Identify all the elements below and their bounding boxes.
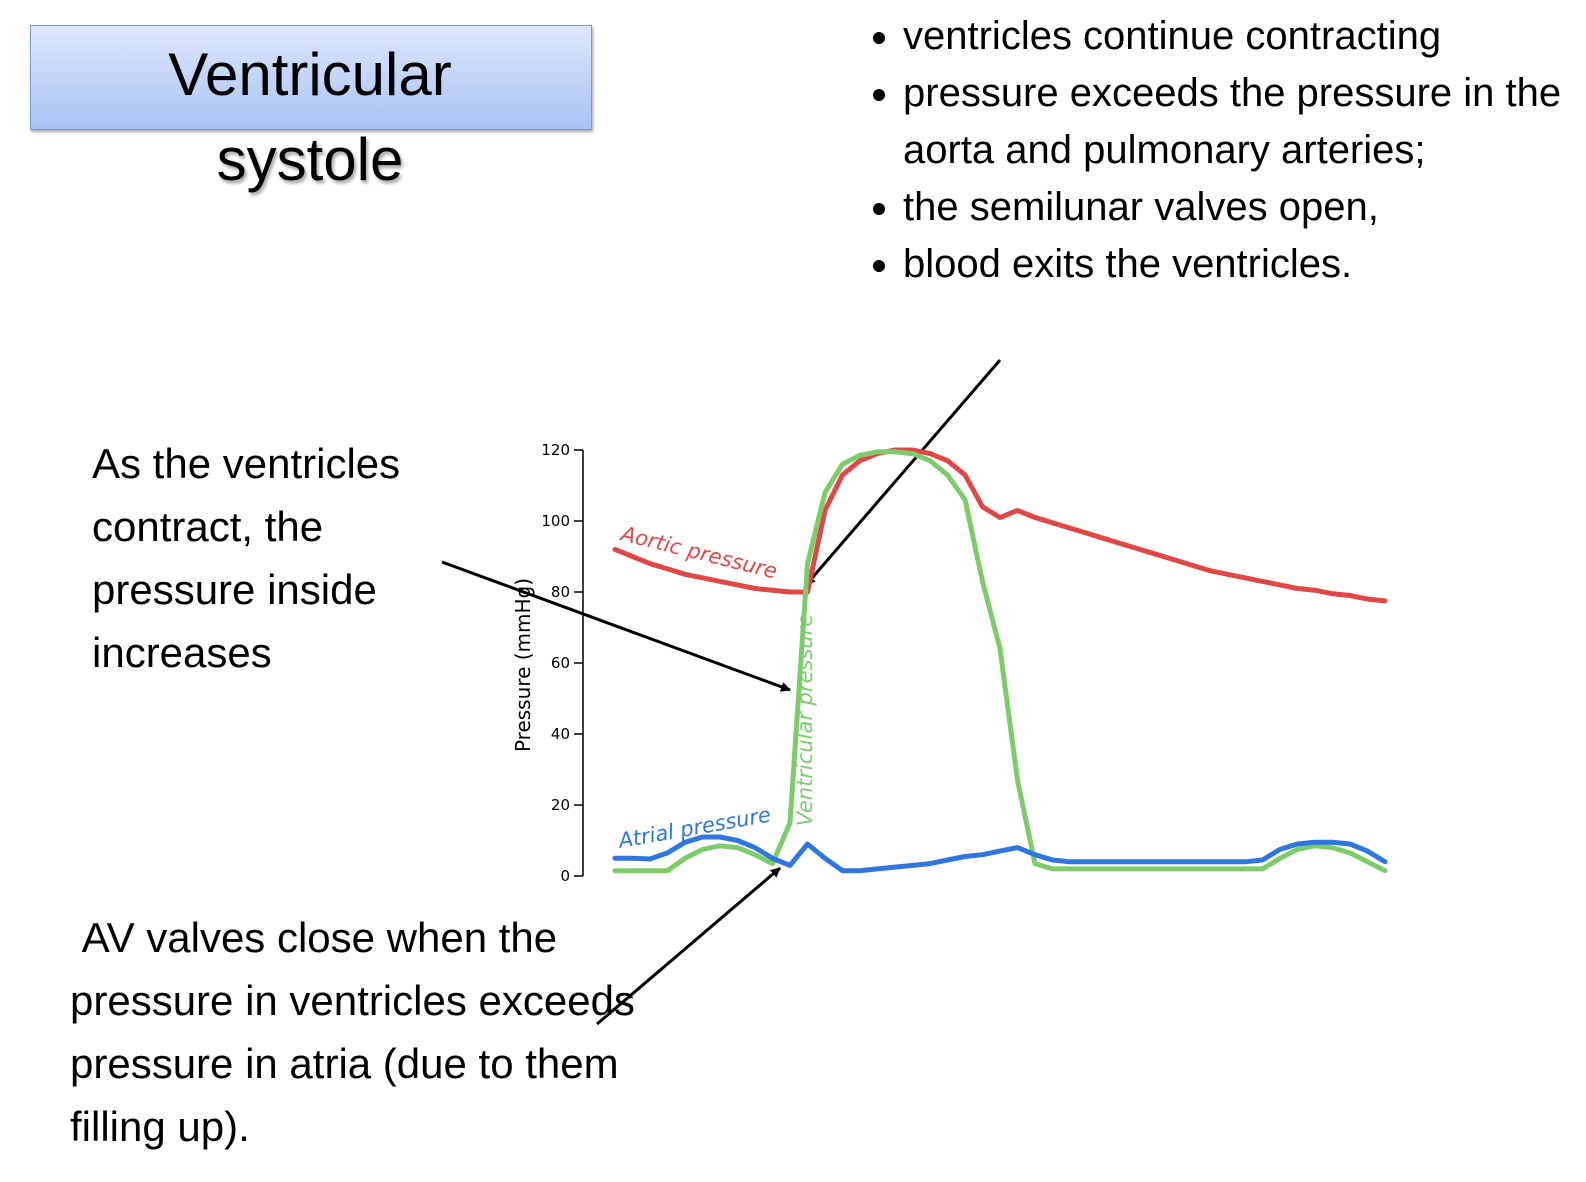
title-box (30, 25, 592, 130)
bullet: blood exits the ventricles. (903, 236, 1570, 293)
y-axis-label: Pressure (mmHg) (511, 578, 535, 752)
arrow (596, 866, 781, 1026)
bullet-list: ventricles continue contracting pressure… (850, 8, 1570, 293)
y-tick-label: 120 (541, 441, 570, 459)
title: systole (216, 126, 404, 193)
bullet: pressure exceeds the pressure in the aor… (903, 65, 1570, 179)
y-tick-label: 40 (551, 725, 570, 743)
arrow (804, 359, 1002, 586)
y-tick-label: 80 (551, 583, 570, 601)
y-tick-label: 60 (551, 654, 570, 672)
note: As the ventricles contract, the pressure… (92, 440, 401, 676)
y-tick-label: 100 (541, 512, 570, 530)
arrow (441, 560, 791, 692)
bullet: the semilunar valves open, (903, 179, 1570, 236)
bullet: ventricles continue contracting (903, 8, 1570, 65)
series-label: Ventricular pressure (793, 614, 817, 827)
note: AV valves close when the pressure in ven… (70, 914, 647, 1150)
line-series (612, 834, 1388, 874)
title: Ventricular (168, 41, 452, 108)
series-label: Aortic pressure (617, 521, 780, 583)
y-tick-label: 20 (551, 796, 570, 814)
line-series (612, 449, 1388, 874)
line-series (612, 447, 1388, 604)
y-tick-label: 0 (560, 867, 570, 885)
